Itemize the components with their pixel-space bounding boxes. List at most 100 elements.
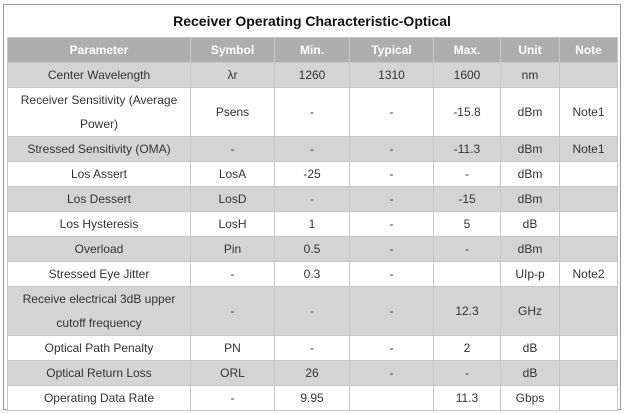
table-row: Los Dessert LosD - - -15 dBm [7,186,618,212]
cell-max: - [433,360,501,386]
cell-symbol: LosD [190,186,275,212]
cell-typical: - [349,236,434,262]
cell-note [559,385,618,411]
cell-note [559,186,618,212]
table-row: Los Hysteresis LosH 1-5 dB [7,211,618,237]
header-unit: Unit [500,37,560,63]
cell-max [433,261,501,287]
cell-typical [349,385,434,411]
cell-typical: - [349,360,434,386]
cell-parameter: Overload [7,236,191,262]
cell-unit: dB [500,335,560,361]
cell-max: 2 [433,335,501,361]
cell-parameter: Optical Path Penalty [7,335,191,361]
table-row: Receive electrical 3dB upper cutoff freq… [7,286,618,336]
cell-max: -15.8 [433,87,501,137]
cell-parameter: Stressed Eye Jitter [7,261,191,287]
cell-symbol: PN [190,335,275,361]
cell-note [559,360,618,386]
cell-max: -15 [433,186,501,212]
header-symbol: Symbol [190,37,275,63]
cell-parameter: Operating Data Rate [7,385,191,411]
cell-min: 0.5 [274,236,350,262]
cell-min: - [274,335,350,361]
cell-min: - [274,87,350,137]
cell-symbol: λr [190,62,275,88]
cell-unit: nm [500,62,560,88]
table-row: Overload Pin 0.5- - dBm [7,236,618,262]
cell-max: 5 [433,211,501,237]
header-max: Max. [433,37,501,63]
cell-note [559,335,618,361]
cell-max: 11.3 [433,385,501,411]
cell-typical: - [349,261,434,287]
cell-note [559,211,618,237]
cell-unit: dB [500,211,560,237]
cell-min: 9.95 [274,385,350,411]
cell-symbol: LosH [190,211,275,237]
header-parameter: Parameter [7,37,191,63]
cell-note [559,236,618,262]
cell-symbol: LosA [190,161,275,187]
cell-unit: GHz [500,286,560,336]
cell-min: -25 [274,161,350,187]
cell-note: Note2 [559,261,618,287]
cell-symbol: - [190,261,275,287]
cell-max: - [433,236,501,262]
table-row: Stressed Eye Jitter -0.3- UIp-p Note2 [7,261,618,287]
cell-typical: 1310 [349,62,434,88]
cell-symbol: Psens [190,87,275,137]
cell-unit: dBm [500,236,560,262]
cell-symbol: - [190,136,275,162]
cell-parameter: Center Wavelength [7,62,191,88]
header-row: Parameter Symbol Min. Typical Max. Unit … [7,37,618,63]
cell-typical: - [349,136,434,162]
cell-parameter: Los Dessert [7,186,191,212]
table-row: Center Wavelength λr 1260 1310 1600 nm [7,62,618,88]
cell-parameter: Stressed Sensitivity (OMA) [7,136,191,162]
table-body: Center Wavelength λr 1260 1310 1600 nm Receive… [7,62,618,411]
header-note: Note [559,37,618,63]
cell-max: 1600 [433,62,501,88]
cell-unit: dBm [500,136,560,162]
cell-typical: - [349,87,434,137]
cell-symbol: - [190,286,275,336]
cell-note [559,161,618,187]
cell-min: 0.3 [274,261,350,287]
cell-note: Note1 [559,87,618,137]
cell-min: 1 [274,211,350,237]
table-title: Receiver Operating Characteristic-Optica… [173,13,451,29]
cell-note: Note1 [559,136,618,162]
cell-unit: UIp-p [500,261,560,287]
cell-max: -11.3 [433,136,501,162]
table-row: Los Assert LosA -25- - dBm [7,161,618,187]
table-row: Operating Data Rate -9.95 11.3 Gbps [7,385,618,411]
cell-unit: dBm [500,161,560,187]
cell-typical: - [349,335,434,361]
cell-typical: - [349,286,434,336]
table-row: Optical Return Loss ORL 26- - dB [7,360,618,386]
cell-note [559,286,618,336]
cell-min: - [274,136,350,162]
table-row: Stressed Sensitivity (OMA) - - - -11.3 dBm Not… [7,136,618,162]
spec-table-frame: Receiver Operating Characteristic-Optica… [3,4,621,411]
spec-table: Parameter Symbol Min. Typical Max. Unit … [7,37,618,411]
cell-typical: - [349,186,434,212]
cell-typical: - [349,161,434,187]
cell-parameter: Optical Return Loss [7,360,191,386]
cell-symbol: - [190,385,275,411]
cell-parameter: Los Hysteresis [7,211,191,237]
cell-min: - [274,186,350,212]
cell-max: - [433,161,501,187]
cell-unit: dBm [500,87,560,137]
cell-min: 1260 [274,62,350,88]
cell-typical: - [349,211,434,237]
cell-note [559,62,618,88]
cell-min: - [274,286,350,336]
cell-unit: dB [500,360,560,386]
header-typical: Typical [349,37,434,63]
cell-max: 12.3 [433,286,501,336]
cell-min: 26 [274,360,350,386]
table-row: Optical Path Penalty PN - -2 dB [7,335,618,361]
cell-parameter: Receive electrical 3dB upper cutoff freq… [7,286,191,336]
